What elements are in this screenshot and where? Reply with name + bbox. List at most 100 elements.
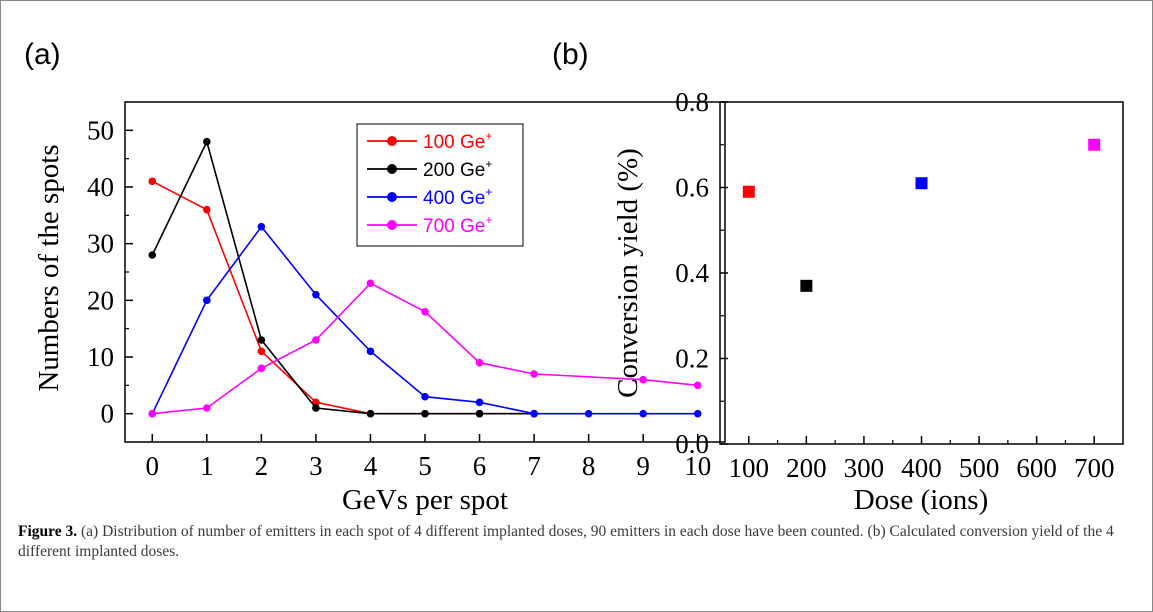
figure-caption: Figure 3. (a) Distribution of number of … <box>18 522 1128 562</box>
data-point <box>148 409 157 418</box>
x-tick-label: 10 <box>684 451 711 481</box>
x-tick-label: 4 <box>364 451 378 481</box>
y-tick-label: 0.2 <box>675 344 709 374</box>
data-point <box>148 251 157 259</box>
panel-a-series <box>148 137 702 418</box>
data-point <box>257 222 266 231</box>
data-point-square <box>800 279 813 292</box>
legend-series-name: 200 Ge <box>423 160 485 181</box>
data-point <box>257 336 266 344</box>
y-tick-label: 30 <box>87 229 114 259</box>
panel-b-ticks: 100 200 300 400 500 600 700 0.0 0.2 0.4 0.6 0.8 <box>675 87 1114 483</box>
data-point-square <box>1088 138 1101 151</box>
data-point <box>366 279 375 288</box>
data-point <box>475 358 484 367</box>
panel-b-plot-frame <box>719 101 1124 445</box>
x-tick-label: 8 <box>582 451 596 481</box>
legend-label: 400 Ge+ <box>423 185 492 209</box>
x-tick-label: 5 <box>418 451 432 481</box>
data-point <box>693 381 702 390</box>
data-point <box>148 177 157 186</box>
legend-series-name: 100 Ge <box>423 132 485 153</box>
series-line-200-ge <box>151 139 535 415</box>
x-tick-label: 700 <box>1074 453 1115 483</box>
panel-a-legend: 100 Ge+200 Ge+400 Ge+700 Ge+ <box>356 123 524 247</box>
data-point <box>312 290 320 299</box>
legend-superscript: + <box>485 129 492 143</box>
data-point <box>203 205 211 214</box>
y-tick-label: 40 <box>87 172 114 202</box>
data-point <box>421 392 429 401</box>
data-point <box>530 409 538 418</box>
y-tick-label: 0.8 <box>675 87 709 117</box>
y-tick-label: 0.4 <box>675 258 709 288</box>
data-point <box>312 336 320 344</box>
data-point <box>257 364 266 373</box>
data-point <box>366 347 375 356</box>
panel-b: (b) 100 200 300 400 500 600 700 0.0 0.2 0.4 0.6 0.8… <box>552 38 1124 516</box>
legend-series-name: 700 Ge <box>423 216 485 237</box>
y-tick-label: 50 <box>87 115 114 145</box>
data-point <box>203 404 211 412</box>
y-tick-label: 0.0 <box>675 429 709 459</box>
x-tick-label: 500 <box>959 453 1000 483</box>
series-line-700-ge <box>152 282 698 415</box>
caption-label: Figure 3. <box>18 523 78 540</box>
data-point <box>475 398 484 407</box>
data-point <box>421 307 429 316</box>
legend-label: 200 Ge+ <box>423 157 492 181</box>
x-tick-label: 100 <box>729 453 770 483</box>
legend-marker <box>387 220 397 230</box>
data-point <box>475 409 484 418</box>
legend-label: 700 Ge+ <box>423 213 492 237</box>
data-point <box>693 409 702 418</box>
legend-marker <box>387 164 397 174</box>
y-tick-label: 0.6 <box>675 173 709 203</box>
legend-superscript: + <box>485 157 492 171</box>
panel-b-x-axis-label: Dose (ions) <box>854 484 989 516</box>
x-tick-label: 0 <box>146 451 160 481</box>
panel-a-y-axis-label: Numbers of the spots <box>33 144 65 391</box>
data-point <box>421 409 429 418</box>
y-tick-label: 0 <box>101 399 115 429</box>
data-point <box>203 296 211 305</box>
panel-a-ticks: 0 1 2 3 4 5 6 7 8 9 10 0 10 20 30 40 50 <box>87 101 711 481</box>
panel-a-x-axis-label: GeVs per spot <box>342 484 508 516</box>
x-tick-label: 3 <box>309 451 323 481</box>
legend-superscript: + <box>485 185 492 199</box>
panel-b-label: (b) <box>552 38 589 71</box>
data-point <box>639 409 647 418</box>
data-point <box>203 137 211 146</box>
panel-b-points <box>742 138 1101 292</box>
x-tick-label: 1 <box>200 451 214 481</box>
legend-label: 100 Ge+ <box>423 129 492 153</box>
y-tick-label: 10 <box>87 342 114 372</box>
x-tick-label: 200 <box>786 453 827 483</box>
x-tick-label: 600 <box>1016 453 1057 483</box>
x-tick-label: 9 <box>636 451 650 481</box>
x-tick-label: 300 <box>844 453 885 483</box>
legend-marker <box>387 136 397 146</box>
y-tick-label: 20 <box>87 285 114 315</box>
data-point-square <box>742 185 755 198</box>
caption-text: (a) Distribution of number of emitters i… <box>18 523 1114 560</box>
legend-superscript: + <box>485 213 492 227</box>
legend-series-name: 400 Ge <box>423 188 485 209</box>
x-tick-label: 2 <box>255 451 269 481</box>
data-point <box>639 375 647 384</box>
data-point <box>366 409 375 418</box>
panel-a-label: (a) <box>24 38 61 71</box>
x-tick-label: 400 <box>901 453 942 483</box>
x-tick-label: 6 <box>473 451 487 481</box>
data-point <box>257 347 266 356</box>
data-point <box>312 398 320 407</box>
data-point-square <box>915 177 928 190</box>
panel-b-y-axis-label: Conversion yield (%) <box>612 148 644 398</box>
data-point <box>312 404 320 412</box>
data-point <box>530 370 538 378</box>
data-point <box>584 409 593 418</box>
legend-marker <box>387 192 397 202</box>
x-tick-label: 7 <box>527 451 541 481</box>
